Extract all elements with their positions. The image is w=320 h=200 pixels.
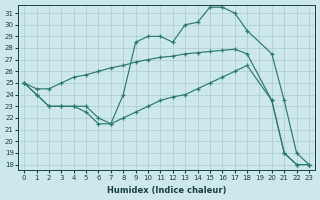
X-axis label: Humidex (Indice chaleur): Humidex (Indice chaleur)	[107, 186, 226, 195]
